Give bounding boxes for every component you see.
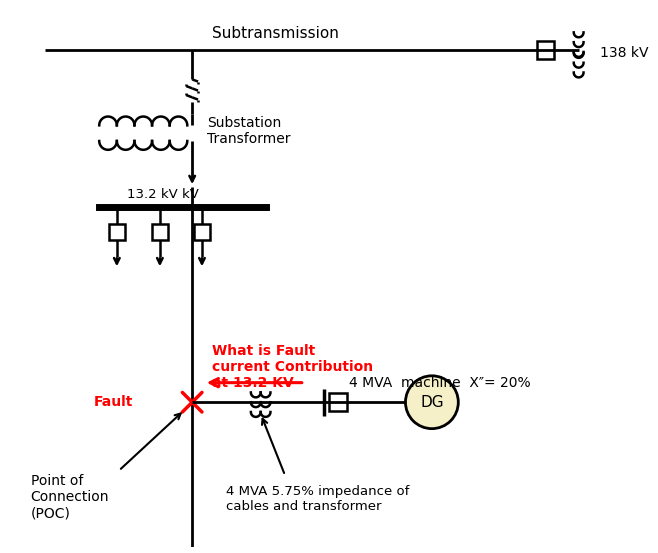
Text: 4 MVA  machine  X″= 20%: 4 MVA machine X″= 20% <box>349 375 530 390</box>
Text: 13.2 kV kV: 13.2 kV kV <box>127 189 199 201</box>
Bar <box>536 41 554 59</box>
Text: Point of
Connection
(POC): Point of Connection (POC) <box>31 474 109 520</box>
Text: Fault: Fault <box>94 395 134 409</box>
Text: Substation
Transformer: Substation Transformer <box>207 116 290 147</box>
Text: What is Fault
current Contribution
at 13.2 KV: What is Fault current Contribution at 13… <box>212 343 373 390</box>
Bar <box>329 393 347 411</box>
Bar <box>194 224 210 240</box>
Text: Subtransmission: Subtransmission <box>212 26 339 41</box>
Text: 138 kV: 138 kV <box>600 46 649 60</box>
Circle shape <box>405 376 459 429</box>
Bar <box>109 224 124 240</box>
Text: DG: DG <box>420 395 443 410</box>
Text: 4 MVA 5.75% impedance of
cables and transformer: 4 MVA 5.75% impedance of cables and tran… <box>226 486 410 513</box>
Bar <box>152 224 168 240</box>
